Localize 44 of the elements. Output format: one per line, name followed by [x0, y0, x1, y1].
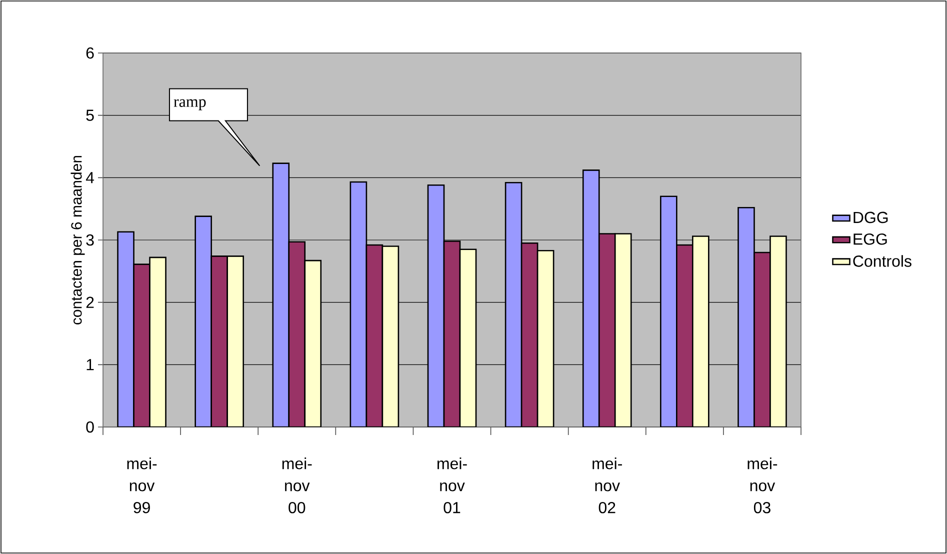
- bar: [536, 250, 554, 427]
- y-tick-label: 0: [86, 421, 94, 433]
- bar: [582, 170, 600, 427]
- x-tick-label: mei-nov 01: [438, 458, 467, 514]
- bar: [770, 236, 787, 427]
- bar: [382, 246, 400, 427]
- bar: [614, 233, 632, 427]
- bar: [211, 256, 228, 427]
- bar: [304, 260, 322, 427]
- x-tick-label: mei-nov 02: [592, 458, 622, 514]
- bar: [427, 184, 445, 427]
- y-tick-label: 4: [86, 172, 94, 184]
- bar: [459, 248, 477, 427]
- annotation: ramp: [174, 99, 206, 110]
- bar: [598, 233, 616, 427]
- bar: [350, 181, 368, 427]
- bar: [366, 244, 384, 427]
- y-tick-label: 1: [86, 359, 94, 370]
- bar: [117, 231, 134, 427]
- x-tick-label: mei-nov 99: [127, 458, 157, 514]
- y-tick-label: 2: [86, 296, 94, 308]
- bar: [504, 182, 522, 427]
- y-tick-label: 3: [86, 234, 94, 246]
- bar: [754, 252, 771, 427]
- x-tick-label: mei-nov 03: [748, 458, 778, 514]
- bar: [272, 162, 290, 427]
- legend-label: DGG: [854, 212, 888, 224]
- bar: [520, 242, 538, 427]
- bar: [133, 264, 150, 427]
- bar: [738, 206, 755, 427]
- bar: [195, 216, 212, 427]
- bar: [288, 241, 306, 427]
- bar: [227, 256, 244, 427]
- x-tick-label: mei-nov 00: [282, 458, 312, 514]
- y-tick-label: 6: [86, 47, 94, 59]
- y-tick-label: 5: [86, 110, 94, 121]
- bar: [660, 196, 678, 427]
- bar: [149, 256, 166, 427]
- legend-label: EGG: [854, 233, 887, 245]
- bar: [692, 236, 710, 427]
- bar: [676, 244, 694, 427]
- bar: [443, 240, 461, 427]
- y-axis-title: contacten per 6 maanden: [70, 156, 85, 324]
- legend-label: Controls: [853, 255, 912, 267]
